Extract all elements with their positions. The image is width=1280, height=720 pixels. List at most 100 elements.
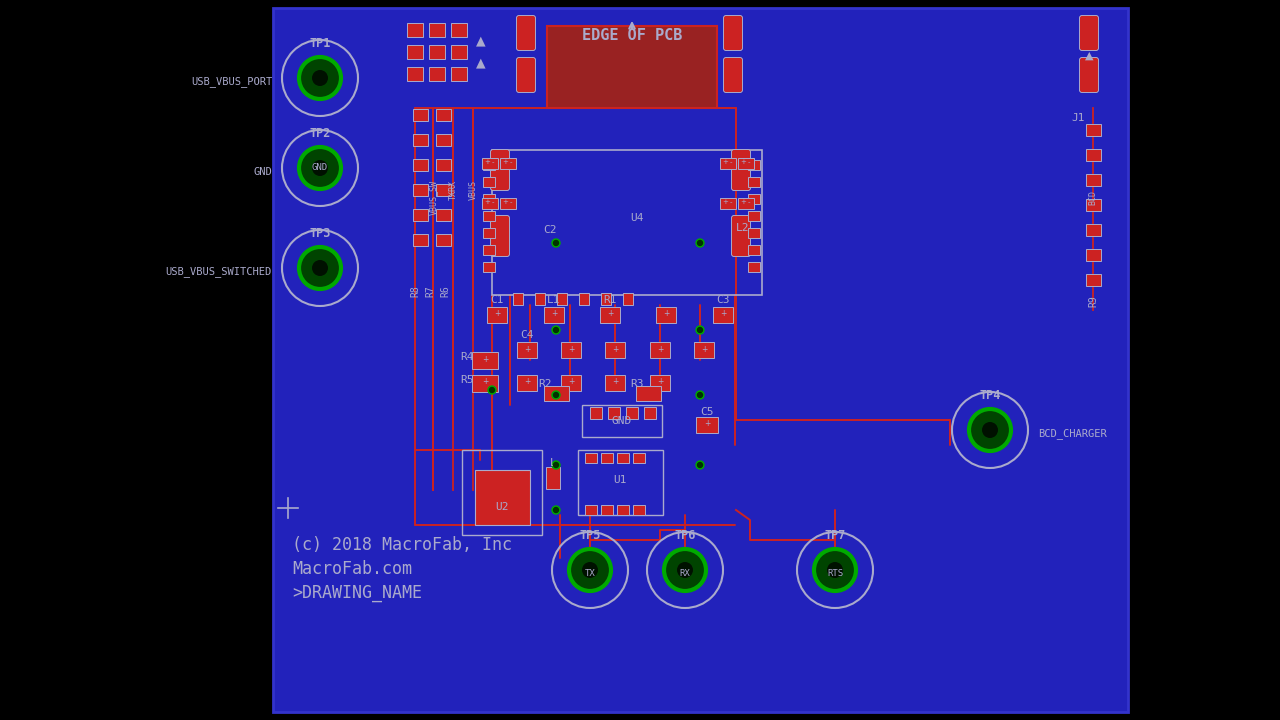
Text: RX: RX — [680, 569, 690, 577]
Text: +: + — [484, 159, 490, 165]
Bar — [657, 307, 676, 323]
Circle shape — [553, 392, 558, 397]
Text: +: + — [481, 377, 488, 387]
Text: >DRAWING_NAME: >DRAWING_NAME — [292, 584, 422, 602]
Text: BCD: BCD — [1088, 190, 1097, 205]
Bar — [713, 307, 733, 323]
Text: ▲: ▲ — [476, 35, 486, 48]
Text: +: + — [719, 310, 726, 318]
Circle shape — [312, 260, 328, 276]
Bar — [748, 160, 760, 170]
Circle shape — [553, 240, 558, 246]
Circle shape — [300, 147, 340, 189]
Bar — [561, 375, 581, 391]
Circle shape — [552, 326, 561, 334]
Bar — [544, 386, 570, 401]
Bar — [1085, 199, 1101, 211]
Bar — [483, 245, 495, 255]
Text: U4: U4 — [630, 213, 644, 223]
Text: +: + — [722, 159, 728, 165]
Text: +: + — [663, 310, 669, 318]
Bar — [634, 505, 645, 515]
Bar — [407, 23, 422, 37]
Text: C1: C1 — [490, 295, 504, 305]
FancyBboxPatch shape — [723, 58, 742, 92]
Bar — [590, 407, 602, 419]
Bar — [605, 342, 625, 358]
Circle shape — [982, 422, 998, 438]
Bar — [483, 198, 498, 209]
Text: C4: C4 — [520, 330, 534, 340]
Text: U1: U1 — [613, 475, 627, 485]
Bar — [413, 234, 428, 246]
Text: TP2: TP2 — [310, 127, 330, 140]
Bar — [748, 177, 760, 187]
Bar — [1085, 249, 1101, 261]
Text: +: + — [568, 377, 575, 387]
Text: USB_VBUS_PORT: USB_VBUS_PORT — [191, 76, 273, 87]
Bar — [636, 386, 660, 401]
Bar — [436, 109, 451, 121]
Text: L1: L1 — [548, 295, 561, 305]
Bar — [602, 453, 613, 463]
Text: R5: R5 — [460, 375, 474, 385]
Circle shape — [553, 328, 558, 333]
Bar — [413, 109, 428, 121]
Circle shape — [698, 462, 703, 467]
FancyBboxPatch shape — [1079, 58, 1098, 92]
Bar — [517, 375, 538, 391]
Bar — [602, 293, 611, 305]
Text: R3: R3 — [630, 379, 644, 389]
Bar — [600, 307, 620, 323]
Text: +: + — [502, 159, 508, 165]
Bar — [650, 375, 669, 391]
Bar — [623, 293, 634, 305]
Text: +: + — [657, 377, 663, 387]
Text: VBUS: VBUS — [468, 180, 477, 200]
Bar — [694, 342, 714, 358]
Bar — [582, 405, 662, 437]
Bar — [1085, 149, 1101, 161]
Text: -: - — [492, 159, 494, 165]
Bar — [486, 307, 507, 323]
Bar — [451, 67, 467, 81]
Bar — [1085, 274, 1101, 286]
Bar — [696, 417, 718, 433]
Bar — [608, 407, 620, 419]
Bar — [585, 505, 596, 515]
Bar — [748, 228, 760, 238]
Circle shape — [696, 239, 704, 247]
Bar — [451, 45, 467, 59]
Bar — [407, 67, 422, 81]
Bar — [535, 293, 545, 305]
Text: TP1: TP1 — [310, 37, 330, 50]
Bar — [500, 158, 516, 169]
Text: VBUS_SW: VBUS_SW — [429, 180, 438, 215]
Bar — [436, 209, 451, 221]
Text: TXRX: TXRX — [448, 180, 457, 200]
Text: R7: R7 — [425, 285, 435, 297]
Bar — [436, 134, 451, 146]
Circle shape — [696, 391, 704, 399]
Text: L2: L2 — [736, 223, 750, 233]
Bar — [739, 158, 754, 169]
Text: +: + — [612, 377, 618, 387]
Bar — [748, 211, 760, 221]
FancyBboxPatch shape — [517, 58, 535, 92]
Text: ▲: ▲ — [1084, 51, 1093, 61]
Bar — [617, 505, 628, 515]
Bar — [436, 234, 451, 246]
Bar — [1085, 174, 1101, 186]
Bar — [472, 375, 498, 392]
Bar — [585, 453, 596, 463]
Bar — [739, 198, 754, 209]
Circle shape — [552, 461, 561, 469]
Circle shape — [553, 508, 558, 513]
Text: +: + — [494, 310, 500, 318]
Bar — [429, 67, 445, 81]
Text: TX: TX — [585, 569, 595, 577]
Bar — [462, 450, 541, 535]
Circle shape — [489, 387, 494, 392]
Bar — [634, 453, 645, 463]
Text: TP6: TP6 — [675, 529, 696, 542]
